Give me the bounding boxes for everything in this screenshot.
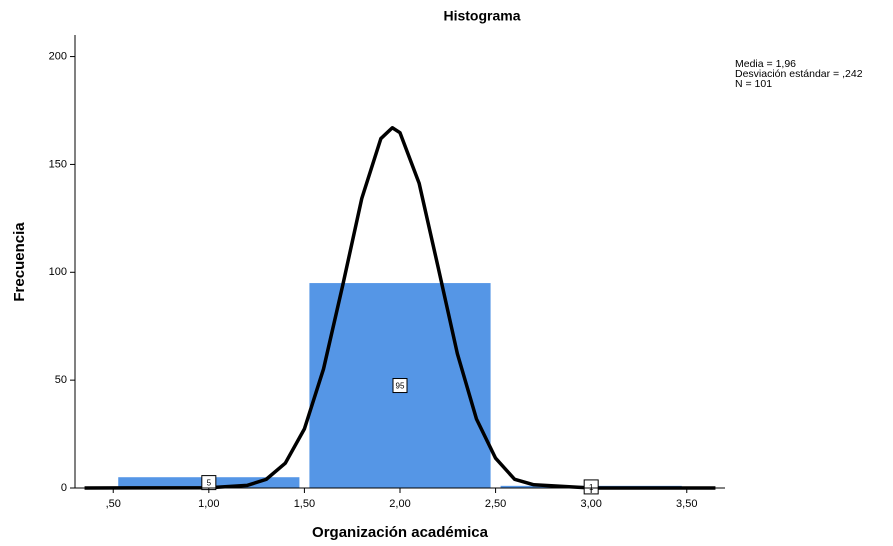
x-tick-label: 1,50 xyxy=(294,498,315,510)
y-tick-label: 50 xyxy=(55,374,67,386)
x-tick-label: 2,00 xyxy=(389,498,410,510)
chart-title: Histograma xyxy=(443,8,520,24)
annotation: N = 101 xyxy=(735,78,772,90)
x-axis-label: Organización académica xyxy=(312,524,489,541)
x-tick-label: ,50 xyxy=(106,498,121,510)
y-tick-label: 200 xyxy=(49,50,67,62)
x-tick-label: 3,50 xyxy=(676,498,697,510)
y-axis-label: Frecuencia xyxy=(11,222,28,302)
x-tick-label: 1,00 xyxy=(198,498,219,510)
data-label-box xyxy=(392,378,408,394)
data-label: 95 xyxy=(396,382,405,391)
annotation: Desviación estándar = ,242 xyxy=(735,68,863,80)
data-label: 5 xyxy=(207,479,212,488)
normal-curve xyxy=(84,126,716,490)
x-tick-label: 2,50 xyxy=(485,498,506,510)
y-tick-label: 150 xyxy=(49,158,67,170)
annotation: Media = 1,96 xyxy=(735,58,796,70)
x-tick-label: 3,00 xyxy=(580,498,601,510)
data-label-box xyxy=(583,479,599,495)
y-tick-label: 0 xyxy=(61,482,67,494)
y-tick-label: 100 xyxy=(49,266,67,278)
